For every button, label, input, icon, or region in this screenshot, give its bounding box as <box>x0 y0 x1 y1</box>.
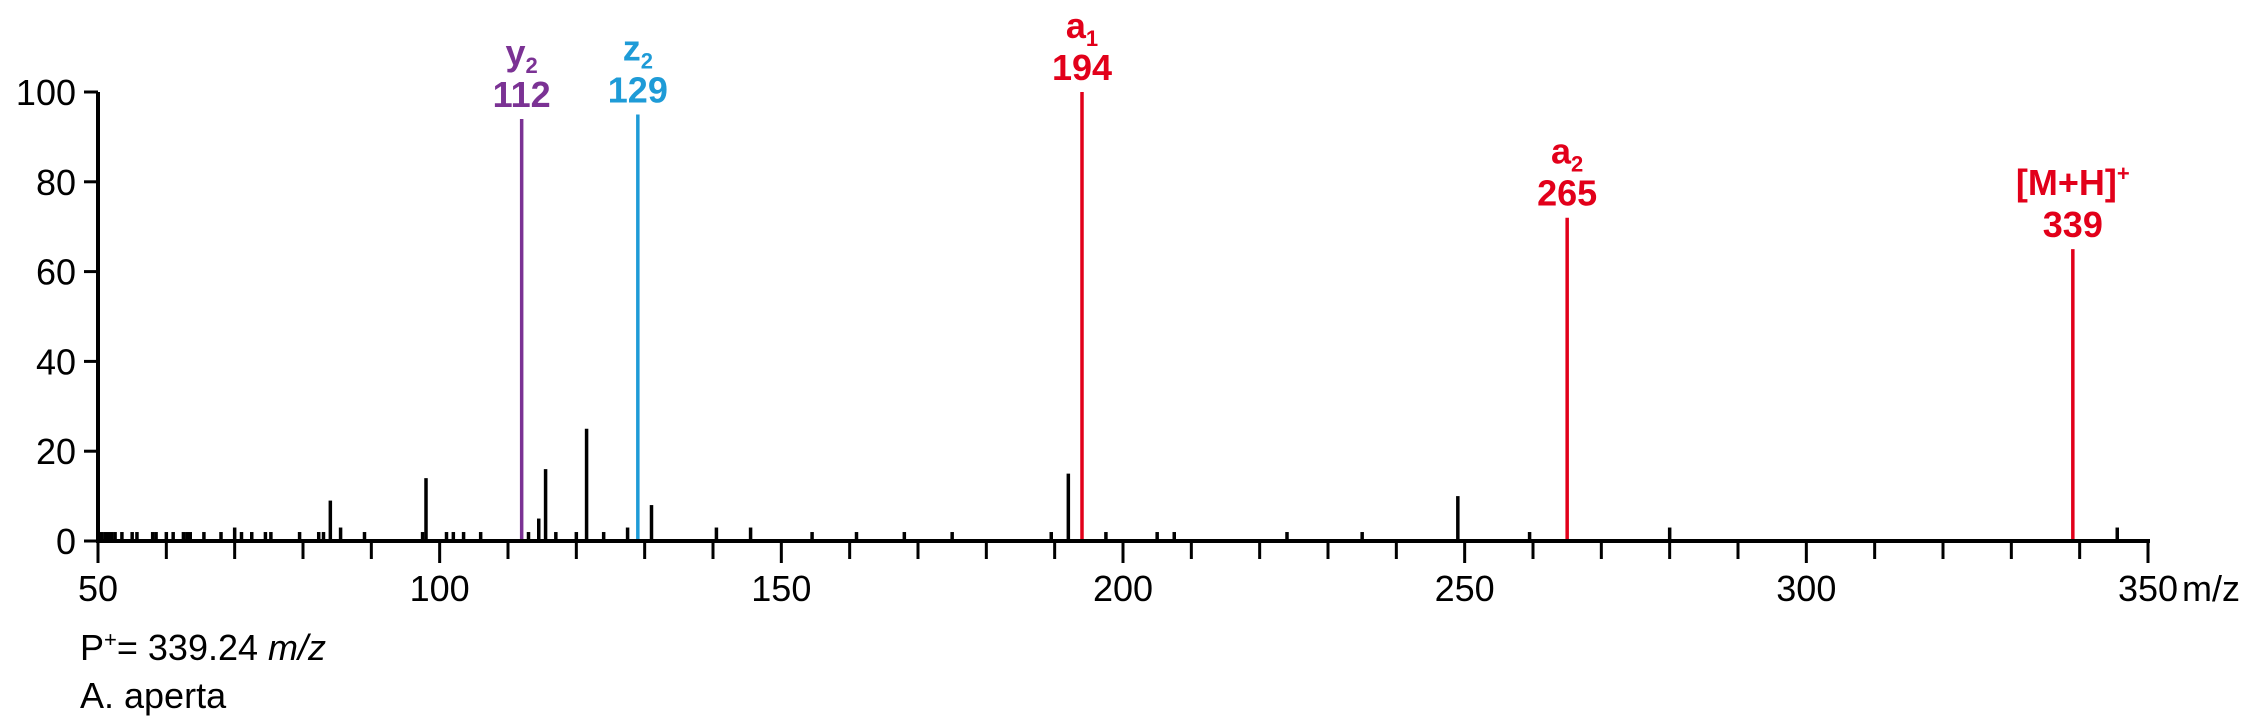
y-tick-label: 100 <box>16 72 76 113</box>
y-axis-tick-labels: 0 20 40 60 80 100 <box>16 72 76 562</box>
peak-mz-label: 194 <box>1052 47 1112 88</box>
x-tick-label: 200 <box>1093 568 1153 609</box>
precursor-charge: + <box>104 627 117 652</box>
peak-ion-label: z2 <box>623 27 653 73</box>
x-tick-label: 250 <box>1435 568 1495 609</box>
peak-ion-label: y2 <box>506 32 538 78</box>
y-tick-label: 20 <box>36 431 76 472</box>
x-axis-ticks <box>96 541 2150 563</box>
peak-mz-label: 265 <box>1537 173 1597 214</box>
x-tick-label: 350 <box>2118 568 2178 609</box>
x-tick-label: 150 <box>751 568 811 609</box>
y-tick-label: 80 <box>36 162 76 203</box>
peak-mz-label: 112 <box>493 74 551 115</box>
peaks-layer <box>99 428 2119 541</box>
precursor-caption: P+= 339.24 m/z <box>80 628 326 668</box>
peak-mz-label: 339 <box>2043 204 2103 245</box>
y-tick-label: 40 <box>36 341 76 382</box>
x-axis-unit-label: m/z <box>2182 568 2240 609</box>
x-tick-label: 100 <box>410 568 470 609</box>
peak-ion-label: a2 <box>1551 131 1583 177</box>
axes-layer <box>96 92 2150 543</box>
peak-ion-label: a1 <box>1066 5 1098 51</box>
peak-mz-label: 129 <box>608 69 668 110</box>
y-axis-ticks <box>84 90 98 543</box>
x-axis-tick-labels: 50 100 150 200 250 300 350 m/z <box>78 568 2240 609</box>
x-tick-label: 300 <box>1776 568 1836 609</box>
precursor-prefix: P <box>80 627 105 668</box>
species-caption: A. aperta <box>80 675 227 716</box>
y-tick-label: 0 <box>56 521 76 562</box>
peak-ion-label: [M+H]+ <box>2016 161 2130 203</box>
y-tick-label: 60 <box>36 252 76 293</box>
precursor-value: = 339.24 <box>116 627 269 668</box>
x-tick-label: 50 <box>78 568 118 609</box>
precursor-unit: m/z <box>268 627 327 668</box>
